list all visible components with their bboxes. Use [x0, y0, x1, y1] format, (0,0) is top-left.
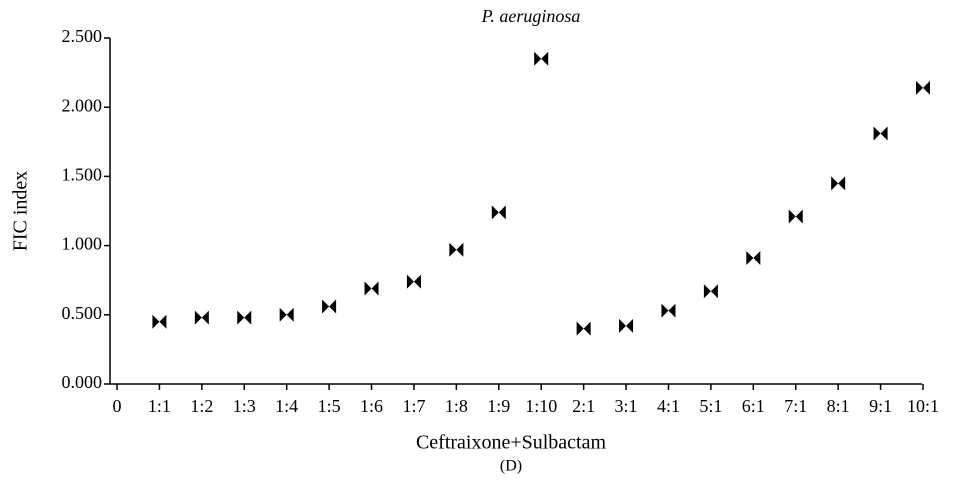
x-tick-label: 3:1 — [615, 396, 638, 416]
x-tick-label: 7:1 — [784, 396, 807, 416]
x-tick-label: 1:7 — [402, 396, 425, 416]
x-tick-label: 2:1 — [572, 396, 595, 416]
x-tick-label: 1:1 — [148, 396, 171, 416]
marker — [788, 209, 803, 224]
x-tick-label: 1:10 — [525, 396, 557, 416]
marker — [152, 314, 167, 329]
marker — [237, 310, 252, 325]
x-tick-label: 10:1 — [907, 396, 939, 416]
x-tick-label: 0 — [113, 396, 122, 416]
marker — [194, 310, 209, 325]
x-tick-label: 8:1 — [827, 396, 850, 416]
x-tick-label: 6:1 — [742, 396, 765, 416]
x-tick-label: 4:1 — [657, 396, 680, 416]
x-tick-label: 1:4 — [275, 396, 298, 416]
marker — [703, 284, 718, 299]
x-tick-label: 5:1 — [699, 396, 722, 416]
x-tick-label: 1:8 — [445, 396, 468, 416]
marker — [746, 251, 761, 266]
marker — [873, 126, 888, 141]
y-axis-label: FIC index — [10, 171, 32, 252]
y-tick-label: 1.000 — [62, 234, 103, 254]
y-tick-label: 2.000 — [62, 95, 103, 115]
y-tick-label: 2.500 — [62, 26, 103, 46]
marker — [449, 242, 464, 257]
x-tick-label: 9:1 — [869, 396, 892, 416]
marker — [491, 205, 506, 220]
marker — [364, 281, 379, 296]
y-tick-label: 0.000 — [62, 372, 103, 392]
x-tick-label: 1:9 — [487, 396, 510, 416]
x-tick-label: 1:6 — [360, 396, 383, 416]
x-tick-label: 1:5 — [318, 396, 341, 416]
x-tick-label: 1:2 — [190, 396, 213, 416]
marker — [279, 307, 294, 322]
marker — [534, 51, 549, 66]
x-tick-label: 1:3 — [233, 396, 256, 416]
marker — [576, 321, 591, 336]
caption: (D) — [500, 458, 522, 475]
marker — [406, 274, 421, 289]
marker — [322, 299, 337, 314]
marker — [619, 318, 634, 333]
y-tick-label: 0.500 — [62, 303, 103, 323]
chart-title: P. aeruginosa — [481, 6, 581, 26]
y-tick-label: 1.500 — [62, 165, 103, 185]
marker — [661, 303, 676, 318]
marker — [831, 176, 846, 191]
marker — [916, 80, 930, 95]
x-axis-label: Ceftraixone+Sulbactam — [416, 432, 607, 454]
